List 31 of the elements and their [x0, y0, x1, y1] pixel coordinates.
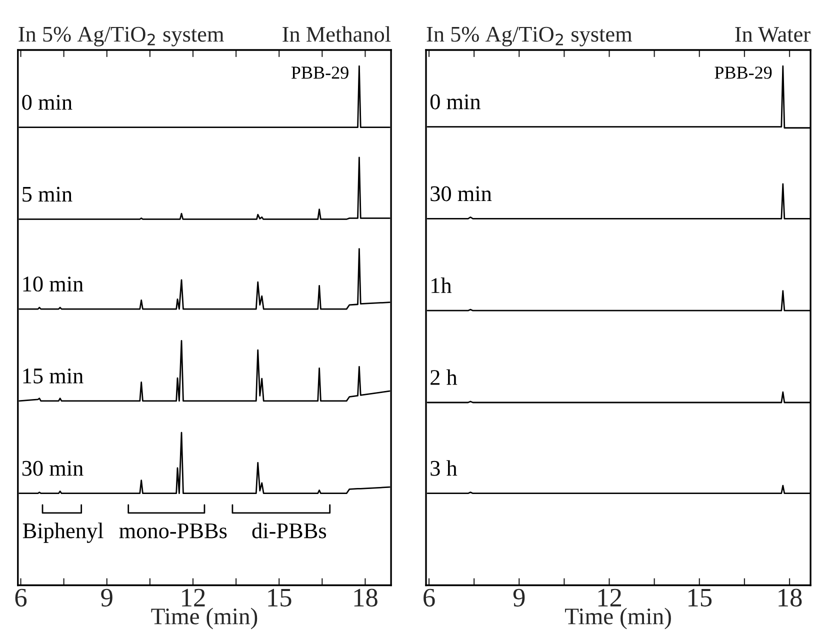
x-tick-label: 18 — [778, 588, 802, 607]
x-tick-label: 6 — [424, 588, 435, 607]
x-tick-label: 15 — [688, 588, 712, 607]
series-label: 5 min — [22, 186, 72, 202]
x-tick-label: 9 — [101, 588, 112, 607]
annotation: PBB-29 — [291, 66, 348, 79]
series-label: 0 min — [22, 94, 72, 110]
chart-subtitle: In Water — [735, 27, 810, 42]
x-tick-label: 18 — [354, 588, 378, 607]
series-label: 30 min — [22, 460, 84, 476]
x-tick-label: 12 — [182, 588, 205, 606]
x-tick-label: 12 — [598, 588, 622, 606]
chart-title: In 5% Ag/TiO$_{2}$ system — [426, 26, 632, 46]
chart-title: In 5% Ag/TiO$_{2}$ system — [18, 26, 224, 46]
x-axis-title: Time (min) — [565, 608, 671, 630]
series-label: 2 h — [430, 369, 458, 385]
series-label: 0 min — [430, 94, 481, 110]
series-label: 1h — [432, 277, 452, 293]
series-label: 10 min — [23, 276, 84, 292]
series-label: 30 min — [430, 186, 492, 202]
x-tick-label: 9 — [513, 588, 525, 607]
x-tick-label: 15 — [268, 588, 292, 607]
chart-subtitle: In Methanol — [282, 26, 391, 42]
x-axis-title: Time (min) — [151, 608, 258, 630]
annotation: di-PBBs — [252, 522, 326, 538]
annotation: PBB-29 — [714, 66, 772, 79]
x-tick-label: 6 — [15, 588, 27, 607]
annotation: mono-PBBs — [119, 524, 227, 538]
annotation: Biphenyl — [22, 522, 104, 543]
series-label: 15 min — [23, 368, 84, 384]
series-label: 3 h — [430, 460, 458, 476]
